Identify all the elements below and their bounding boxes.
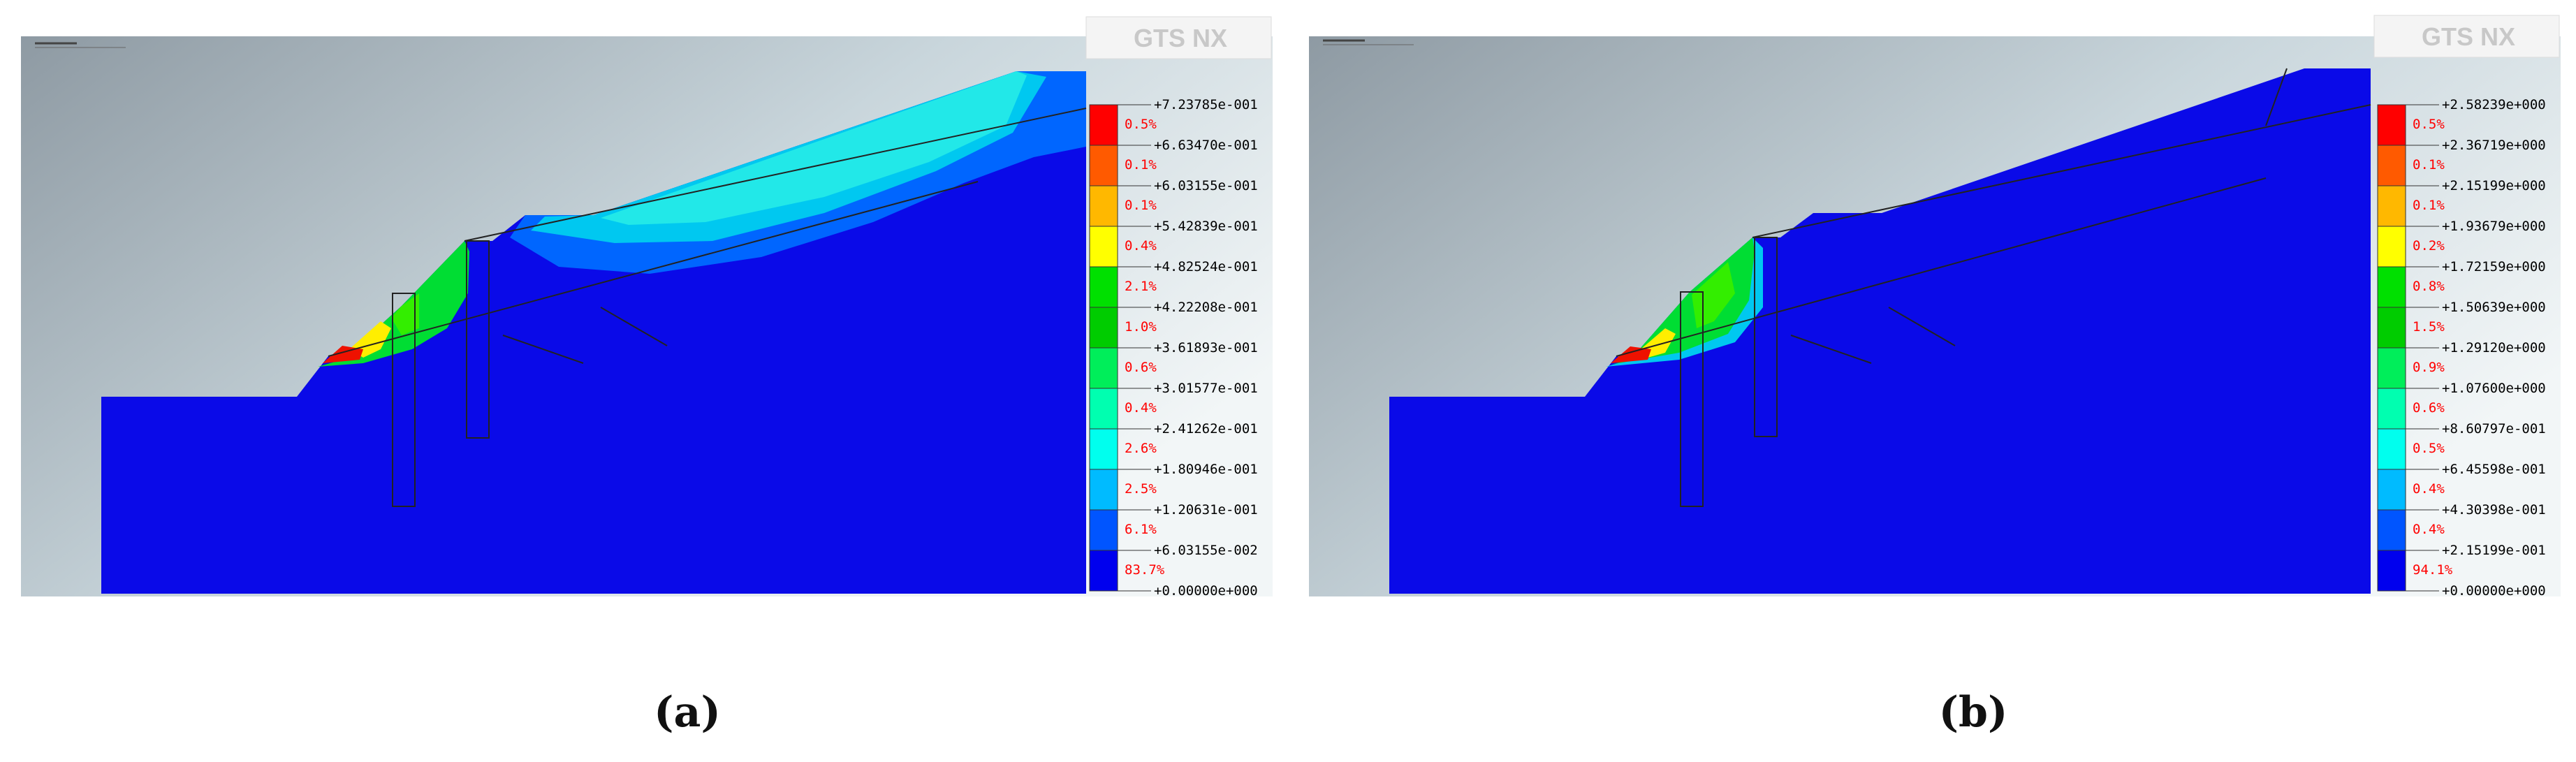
svg-text:GTS NX: GTS NX	[2422, 22, 2515, 51]
legend-percent: 0.4%	[1125, 238, 1157, 254]
legend-swatch	[1090, 267, 1118, 307]
legend-swatch	[1090, 550, 1118, 591]
legend-swatch	[2378, 510, 2406, 550]
retaining-structures	[1616, 68, 2371, 507]
legend-percent: 0.9%	[2413, 360, 2445, 375]
legend-value: +2.36719e+000	[2442, 138, 2546, 153]
contour-plot-a: GTS NX +7.23785e-001 +6.63470e-001 +6.0315…	[21, 16, 1273, 599]
legend-value: +3.01577e-001	[1154, 381, 1258, 396]
legend-swatch	[1090, 307, 1118, 348]
retaining-structures	[328, 108, 1087, 507]
legend-percent: 94.1%	[2413, 562, 2453, 578]
legend-value: +6.03155e-001	[1154, 178, 1258, 193]
legend-percent: 0.2%	[2413, 238, 2445, 254]
scale-bar-icon	[35, 42, 126, 48]
legend-value: +7.23785e-001	[1154, 97, 1258, 112]
scale-bar-icon	[1323, 39, 1414, 45]
legend-swatch	[1090, 105, 1118, 145]
slope-model	[1389, 68, 2371, 594]
legend-value: +1.80946e-001	[1154, 462, 1258, 477]
legend-percent: 0.1%	[1125, 157, 1157, 173]
legend-percent: 0.5%	[2413, 441, 2445, 456]
legend-swatch	[2378, 105, 2406, 145]
legend-swatch	[2378, 145, 2406, 186]
contour-region-toe-green	[1611, 237, 1755, 365]
legend-value: +4.30398e-001	[2442, 502, 2546, 518]
legend-value: +5.42839e-001	[1154, 219, 1258, 234]
legend-value: +0.00000e+000	[2442, 583, 2546, 599]
legend-value: +6.03155e-002	[1154, 543, 1258, 558]
legend-value: +8.60797e-001	[2442, 421, 2546, 437]
legend-percent: 0.4%	[2413, 522, 2445, 537]
legend-percent: 0.8%	[2413, 279, 2445, 294]
legend-value: +2.15199e-001	[2442, 543, 2546, 558]
caption-b: (b)	[1938, 688, 2008, 737]
legend-percent: 0.4%	[1125, 400, 1157, 416]
legend-swatch	[1090, 186, 1118, 226]
legend-b: +2.58239e+000 +2.36719e+000 +2.15199e+000 +…	[2377, 97, 2546, 599]
legend-value: +6.45598e-001	[2442, 462, 2546, 477]
caption-a: (a)	[654, 688, 721, 737]
legend-swatch	[2378, 307, 2406, 348]
legend-value: +1.29120e+000	[2442, 340, 2546, 356]
legend-percent: 0.1%	[1125, 198, 1157, 213]
legend-swatch	[1090, 348, 1118, 388]
legend-value: +1.07600e+000	[2442, 381, 2546, 396]
legend-percent: 2.5%	[1125, 481, 1157, 497]
legend-percent: 0.6%	[1125, 360, 1157, 375]
legend-swatch	[2378, 429, 2406, 469]
contour-region-toe-green	[318, 241, 469, 367]
legend-swatch	[2378, 550, 2406, 591]
legend-value: +1.93679e+000	[2442, 219, 2546, 234]
legend-swatch	[1090, 510, 1118, 550]
legend-percent: 0.6%	[2413, 400, 2445, 416]
legend-value: +0.00000e+000	[1154, 583, 1258, 599]
legend-swatch	[1090, 388, 1118, 429]
legend-swatch	[2378, 388, 2406, 429]
legend-swatch	[2378, 186, 2406, 226]
gts-nx-logo: GTS NX	[2373, 15, 2560, 58]
legend-value: +6.63470e-001	[1154, 138, 1258, 153]
legend-value: +2.41262e-001	[1154, 421, 1258, 437]
legend-swatch	[2378, 348, 2406, 388]
legend-a: +7.23785e-001 +6.63470e-001 +6.03155e-001 +…	[1089, 97, 1258, 599]
legend-value: +1.72159e+000	[2442, 259, 2546, 274]
legend-percent: 0.5%	[1125, 117, 1157, 132]
legend-value: +2.58239e+000	[2442, 97, 2546, 112]
contour-region-cyan	[601, 71, 1027, 225]
legend-percent: 2.6%	[1125, 441, 1157, 456]
legend-percent: 6.1%	[1125, 522, 1157, 537]
legend-swatch	[2378, 469, 2406, 510]
legend-swatch	[1090, 469, 1118, 510]
legend-swatch	[1090, 429, 1118, 469]
legend-percent: 83.7%	[1125, 562, 1165, 578]
legend-swatch	[2378, 267, 2406, 307]
legend-value: +1.50639e+000	[2442, 300, 2546, 315]
legend-value: +4.82524e-001	[1154, 259, 1258, 274]
legend-swatch	[1090, 145, 1118, 186]
legend-percent: 2.1%	[1125, 279, 1157, 294]
legend-percent: 0.5%	[2413, 117, 2445, 132]
contour-region-toe-yellow	[349, 321, 391, 358]
contour-region-toe-lime	[391, 293, 419, 335]
contour-region-toe-red	[1611, 346, 1651, 363]
legend-percent: 0.4%	[2413, 481, 2445, 497]
svg-text:GTS NX: GTS NX	[1134, 24, 1227, 52]
legend-swatch	[1090, 226, 1118, 267]
legend-value: +2.15199e+000	[2442, 178, 2546, 193]
legend-percent: 1.5%	[2413, 319, 2445, 335]
legend-value: +4.22208e-001	[1154, 300, 1258, 315]
legend-value: +3.61893e-001	[1154, 340, 1258, 356]
contour-plot-b: GTS NX +2.58239e+000 +2.36719e+000 +2.1519…	[1309, 15, 2561, 599]
legend-percent: 1.0%	[1125, 319, 1157, 335]
gts-nx-logo: GTS NX	[1085, 16, 1272, 59]
legend-swatch	[2378, 226, 2406, 267]
legend-percent: 0.1%	[2413, 198, 2445, 213]
panel-b: GTS NX +2.58239e+000 +2.36719e+000 +2.1519…	[1288, 0, 2576, 762]
panel-a: GTS NX +7.23785e-001 +6.63470e-001 +6.0315…	[21, 16, 1273, 737]
legend-percent: 0.1%	[2413, 157, 2445, 173]
legend-value: +1.20631e-001	[1154, 502, 1258, 518]
